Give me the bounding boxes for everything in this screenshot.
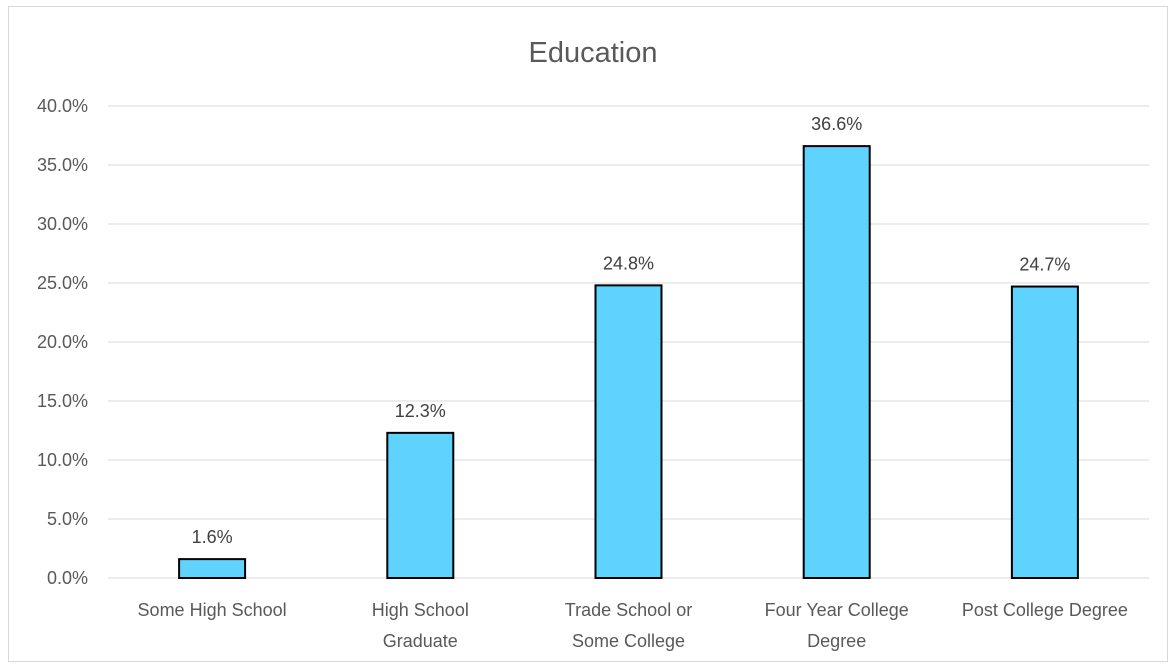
y-tick-label: 20.0%	[37, 332, 88, 352]
y-tick-label: 0.0%	[47, 568, 88, 588]
y-tick-label: 25.0%	[37, 273, 88, 293]
y-tick-label: 35.0%	[37, 155, 88, 175]
y-tick-label: 30.0%	[37, 214, 88, 234]
data-label: 1.6%	[192, 527, 233, 547]
x-category-label: Degree	[807, 631, 866, 651]
bar	[1010, 285, 1079, 579]
x-category-label: Trade School or	[565, 600, 692, 620]
bar	[594, 284, 663, 579]
x-category-label: Some College	[572, 631, 685, 651]
gridlines	[108, 105, 1149, 579]
bar	[178, 558, 247, 579]
y-tick-label: 40.0%	[37, 96, 88, 116]
bar	[386, 431, 455, 579]
y-tick-label: 5.0%	[47, 509, 88, 529]
data-label: 24.7%	[1019, 255, 1070, 275]
x-category-label: Some High School	[138, 600, 287, 620]
x-category-label: Four Year College	[765, 600, 909, 620]
data-label: 24.8%	[603, 253, 654, 273]
chart-frame	[8, 6, 1168, 662]
bar	[802, 145, 871, 579]
x-category-label: High School	[372, 600, 469, 620]
chart-title: Education	[529, 37, 658, 69]
x-axis-category-labels: Some High School High School Graduate Trade…	[138, 600, 1128, 651]
y-axis-tick-labels: 0.0% 5.0% 10.0% 15.0% 20.0% 25.0% 30.0% 35.0% 40…	[37, 96, 88, 588]
data-label: 36.6%	[811, 114, 862, 134]
x-category-label: Graduate	[383, 631, 458, 651]
y-tick-label: 10.0%	[37, 450, 88, 470]
bars	[178, 145, 1079, 579]
y-tick-label: 15.0%	[37, 391, 88, 411]
x-category-label: Post College Degree	[962, 600, 1128, 620]
data-labels: 1.6% 12.3% 24.8% 36.6% 24.7%	[192, 114, 1071, 547]
data-label: 12.3%	[395, 401, 446, 421]
